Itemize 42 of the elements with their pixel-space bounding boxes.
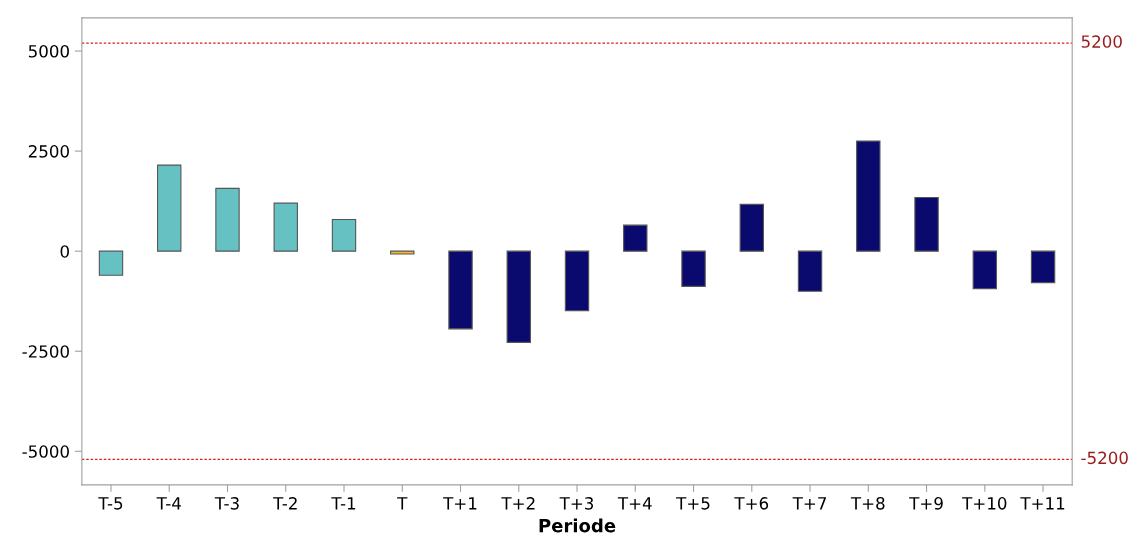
- x-tick-label: T+4: [617, 497, 652, 510]
- bar: [797, 250, 823, 292]
- y-tick-label: 0: [60, 245, 69, 258]
- ref-line-label: 5200: [1081, 35, 1122, 48]
- y-tick-label: 5000: [28, 45, 69, 58]
- bar: [1030, 250, 1056, 284]
- bar: [273, 202, 298, 252]
- x-tick-label: T+11: [1020, 497, 1065, 510]
- bar: [331, 218, 357, 252]
- y-tick-label: 2500: [28, 145, 69, 158]
- x-tick-label: T-2: [273, 497, 297, 510]
- x-tick-label: T+8: [850, 497, 885, 510]
- x-tick-label: T-1: [331, 497, 356, 510]
- ref-line-label: -5200: [1081, 451, 1128, 465]
- bar: [564, 250, 590, 312]
- x-tick-label: T+3: [559, 497, 594, 510]
- x-tick-label: T+9: [909, 497, 943, 510]
- x-tick-label: T+2: [501, 497, 535, 510]
- x-tick-label: T-4: [156, 497, 181, 510]
- x-tick-label: T-3: [214, 497, 239, 510]
- y-tick-label: -5000: [22, 445, 69, 458]
- bar: [390, 250, 415, 255]
- x-tick-label: T+5: [676, 497, 710, 510]
- bar: [215, 187, 240, 252]
- x-tick-label: T-5: [98, 497, 123, 510]
- x-tick-label: T: [397, 497, 408, 510]
- bar: [681, 250, 706, 287]
- bar: [157, 164, 182, 252]
- x-tick-label: T+1: [443, 497, 477, 510]
- x-tick-label: T+7: [792, 497, 826, 510]
- bar: [448, 250, 473, 330]
- bar: [98, 250, 124, 276]
- bar: [914, 196, 939, 252]
- bar: [972, 250, 998, 290]
- x-tick-label: T+6: [734, 497, 769, 510]
- bar: [856, 140, 881, 252]
- x-tick-label: T+10: [962, 497, 1007, 510]
- bar: [739, 203, 764, 252]
- bar: [623, 224, 648, 252]
- x-axis-title: Periode: [539, 518, 616, 533]
- bar: [506, 250, 531, 343]
- y-tick-label: -2500: [22, 345, 69, 358]
